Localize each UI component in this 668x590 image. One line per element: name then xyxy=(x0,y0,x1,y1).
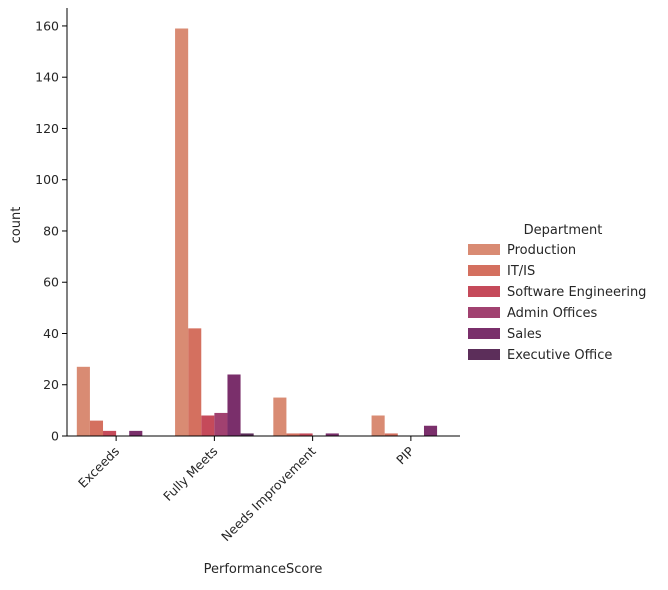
y-tick-label-0: 0 xyxy=(51,429,59,444)
bar-1-3 xyxy=(384,433,398,436)
legend-label-2: Software Engineering xyxy=(507,285,646,300)
bar-4-2 xyxy=(325,433,339,436)
legend-label-0: Production xyxy=(507,243,576,258)
legend-swatch-4 xyxy=(468,328,500,339)
bar-5-1 xyxy=(240,433,254,436)
y-tick-label-3: 60 xyxy=(43,275,59,290)
legend: Department Production IT/IS Software Engin… xyxy=(468,223,646,363)
legend-swatch-0 xyxy=(468,244,500,255)
legend-swatch-2 xyxy=(468,286,500,297)
legend-swatch-5 xyxy=(468,349,500,360)
bar-0-2 xyxy=(273,397,287,436)
legend-label-1: IT/IS xyxy=(507,264,535,279)
y-tick-label-2: 40 xyxy=(43,326,59,341)
y-tick-label-6: 120 xyxy=(35,121,59,136)
bars-layer xyxy=(76,28,438,436)
y-tick-label-4: 80 xyxy=(43,223,59,238)
x-tick-label-1: Fully Meets xyxy=(160,444,220,504)
bar-2-0 xyxy=(103,430,117,436)
y-tick-label-7: 140 xyxy=(35,70,59,85)
x-axis-label: PerformanceScore xyxy=(204,562,323,577)
bar-3-1 xyxy=(214,412,228,436)
bar-4-0 xyxy=(129,430,143,436)
x-tick-label-3: PIP xyxy=(393,443,417,467)
y-tick-label-8: 160 xyxy=(35,18,59,33)
bar-1-1 xyxy=(188,328,202,436)
bar-0-0 xyxy=(76,366,90,436)
y-tick-label-1: 20 xyxy=(43,377,59,392)
legend-label-3: Admin Offices xyxy=(507,306,598,321)
bar-0-1 xyxy=(175,28,189,436)
bar-1-0 xyxy=(89,420,104,436)
y-tick-label-5: 100 xyxy=(35,172,59,187)
bar-4-3 xyxy=(423,425,438,436)
legend-swatch-1 xyxy=(468,265,500,276)
bar-2-2 xyxy=(299,433,313,436)
legend-label-5: Executive Office xyxy=(507,348,612,363)
bar-1-2 xyxy=(286,433,300,436)
bar-4-1 xyxy=(227,374,241,436)
legend-swatch-3 xyxy=(468,307,500,318)
y-axis-label: count xyxy=(9,207,24,244)
y-axis: 0 20 40 60 80 100 120 140 160 xyxy=(35,18,67,444)
legend-label-4: Sales xyxy=(507,327,542,342)
legend-title: Department xyxy=(524,223,603,238)
x-tick-label-0: Exceeds xyxy=(75,444,122,491)
x-tick-label-2: Needs Improvement xyxy=(218,443,319,544)
bar-0-3 xyxy=(371,415,385,436)
bar-2-1 xyxy=(201,415,215,436)
